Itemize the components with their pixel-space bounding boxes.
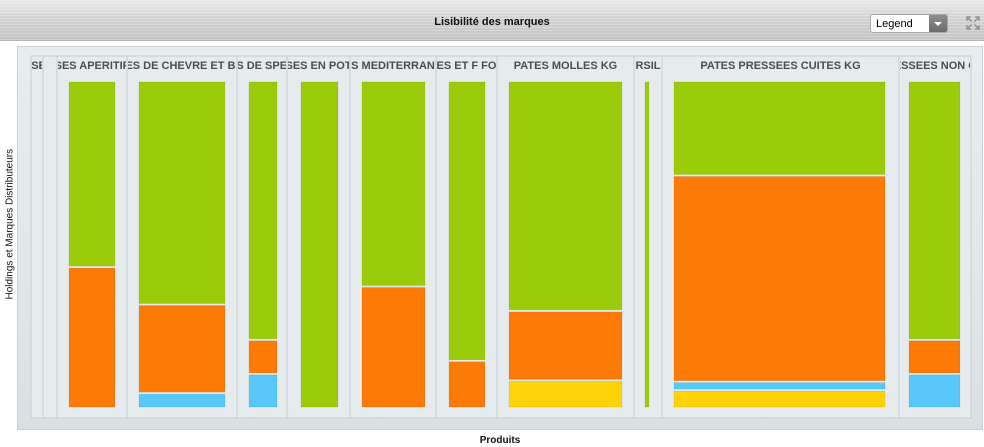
legend-select[interactable]: Legend (870, 14, 948, 33)
segment-yellow (508, 381, 623, 408)
x-axis-label: Produits (479, 435, 521, 446)
segment-yellow (673, 390, 886, 408)
category-label: ES DE CHEVRE ET BI (125, 60, 238, 72)
segment-green (248, 81, 278, 340)
segment-green (138, 81, 226, 304)
segment-orange (248, 340, 278, 374)
category-label: ESSEES NON C (894, 60, 977, 72)
segment-green (673, 81, 886, 175)
category-label: SES APERITIF (55, 60, 130, 72)
segment-green (68, 81, 116, 267)
chart-title: Lisibilité des marques (434, 16, 550, 28)
category-label: ES ET F FO (437, 60, 497, 72)
segment-orange (448, 361, 486, 408)
segment-orange (138, 305, 226, 393)
segment-blue (248, 374, 278, 408)
legend-select-value: Legend (876, 18, 913, 30)
segment-green (448, 81, 486, 361)
expand-icon[interactable] (966, 16, 980, 30)
category-label: PATES MOLLES KG (514, 60, 618, 72)
segment-orange (361, 287, 426, 408)
segment-orange (508, 311, 623, 380)
segment-green (508, 81, 623, 311)
category-label: ES DE SPEC (229, 60, 295, 72)
segment-orange (673, 176, 886, 381)
segment-orange (908, 340, 961, 374)
chart-title-bar: Lisibilité des marques Legend (0, 0, 984, 41)
category-label: ISSES (21, 60, 53, 72)
segment-green (300, 81, 339, 408)
segment-blue (908, 374, 961, 408)
segment-green (908, 81, 961, 340)
segment-blue (138, 393, 226, 408)
category-panel (30, 55, 44, 419)
segment-blue (673, 382, 886, 390)
segment-orange (68, 267, 116, 408)
segment-green (644, 81, 650, 408)
category-label: SES EN POT (285, 60, 351, 72)
y-axis-label: Holdings et Marques Distributeurs (4, 148, 16, 300)
category-label: PATES PRESSEES CUITES KG (700, 60, 860, 72)
category-panel (42, 55, 58, 419)
category-label: ES MEDITERRANE (344, 60, 442, 72)
chevron-down-icon[interactable] (929, 15, 947, 32)
segment-green (361, 81, 426, 286)
category-label: RSIL (635, 60, 660, 72)
